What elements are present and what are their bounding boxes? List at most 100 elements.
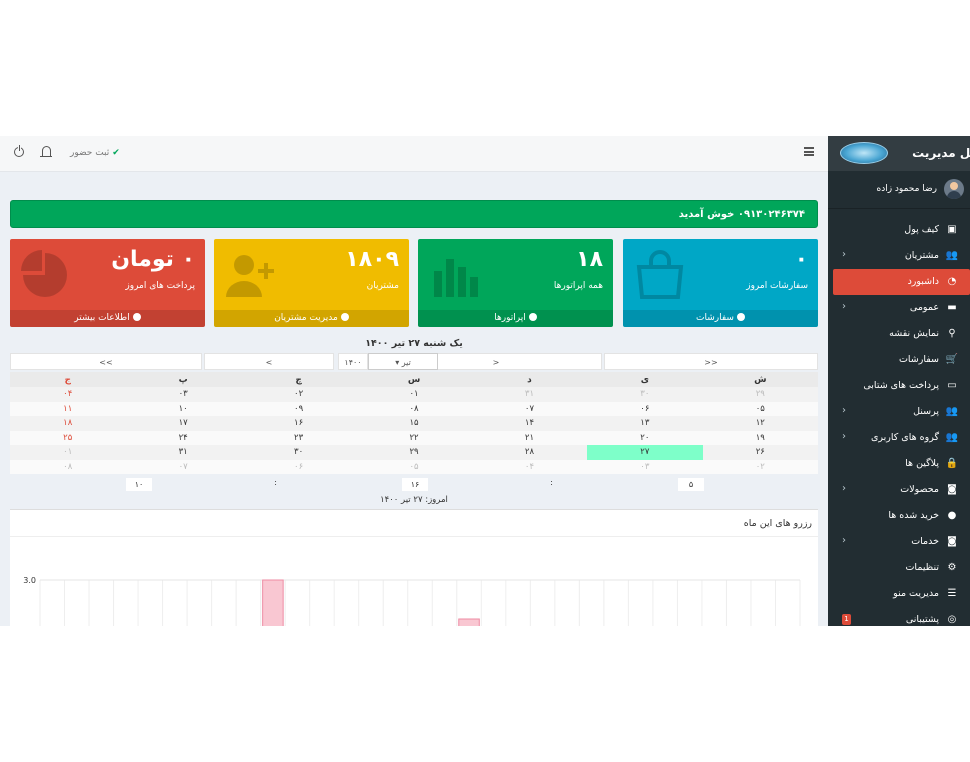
box-caption: همه اپراتورها xyxy=(553,281,603,291)
calendar-day[interactable]: ۰۳ xyxy=(587,459,703,474)
support-icon: ◎ xyxy=(947,614,957,625)
minute-input[interactable]: ۱۶ xyxy=(402,478,428,491)
calendar-day[interactable]: ۱۸ xyxy=(10,416,126,431)
bell-icon[interactable] xyxy=(40,146,52,157)
calendar-day[interactable]: ۱۱ xyxy=(10,401,126,416)
calendar-day[interactable]: ۰۱ xyxy=(356,387,472,402)
today-button[interactable]: امروز: ۲۷ تیر ۱۴۰۰ xyxy=(380,495,448,505)
calendar-day[interactable]: ۱۵ xyxy=(356,416,472,431)
calendar-day[interactable]: ۲۷ xyxy=(587,445,703,460)
chevron-left-icon: ‹ xyxy=(842,483,846,494)
orders-footer-link[interactable]: سفارشات xyxy=(623,310,818,327)
calendar-day[interactable]: ۱۹ xyxy=(702,430,818,445)
sidebar-item[interactable]: ◙ خدمات ‹ xyxy=(828,529,970,555)
sidebar-item[interactable]: ▭ پرداخت های شتابی xyxy=(828,373,970,399)
calendar-day[interactable]: ۰۸ xyxy=(10,459,126,474)
reservations-chart: 3.0 xyxy=(23,576,801,626)
calendar-day[interactable]: ۲۰ xyxy=(587,430,703,445)
calendar-day[interactable]: ۰۱ xyxy=(10,445,126,460)
calendar-day[interactable]: ۰۶ xyxy=(240,459,357,474)
calendar-day[interactable]: ۰۲ xyxy=(702,459,818,474)
calendar-day[interactable]: ۰۵ xyxy=(702,401,818,416)
sidebar-item[interactable]: ▬ عمومی ‹ xyxy=(828,295,970,321)
calendar-day[interactable]: ۰۷ xyxy=(471,401,588,416)
sidebar-item[interactable]: 👥 مشتریان ‹ xyxy=(828,243,970,269)
calendar-week-row: ۰۵ ۰۶ ۰۷ ۰۸ ۰۹ ۱۰ ۱۱ xyxy=(10,401,818,416)
chevron-left-icon: ‹ xyxy=(842,249,846,260)
more-info-link[interactable]: اطلاعات بیشتر xyxy=(10,310,205,327)
calendar-day[interactable]: ۲۹ xyxy=(356,445,472,460)
calendar-day[interactable]: ۲۲ xyxy=(356,430,472,445)
sidebar-item[interactable]: ⚲ نمایش نقشه xyxy=(828,321,970,347)
calendar-day[interactable]: ۰۴ xyxy=(471,459,588,474)
calendar-day[interactable]: ۰۶ xyxy=(587,401,703,416)
time-picker: ۵ : ۱۶ : ۱۰ xyxy=(10,476,818,494)
calendar-day[interactable]: ۱۴ xyxy=(471,416,588,431)
calendar-day[interactable]: ۲۵ xyxy=(10,430,126,445)
calendar-day[interactable]: ۱۲ xyxy=(702,416,818,431)
operators-footer-link[interactable]: اپراتورها xyxy=(418,310,613,327)
next-year-button[interactable]: >> xyxy=(10,353,202,370)
next-month-button[interactable]: > xyxy=(204,353,334,370)
calendar-day[interactable]: ۰۵ xyxy=(356,459,472,474)
lock-icon: 🔒 xyxy=(945,458,958,469)
calendar-day[interactable]: ۲۶ xyxy=(702,445,818,460)
sidebar-item[interactable]: 👥 پرسنل ‹ xyxy=(828,399,970,425)
sidebar-item[interactable]: ▣ کیف پول xyxy=(828,217,970,243)
sidebar-item[interactable]: ◙ محصولات ‹ xyxy=(828,477,970,503)
calendar-day[interactable]: ۲۱ xyxy=(471,430,588,445)
sidebar-item-label: داشبورد xyxy=(907,276,939,287)
customers-footer-link[interactable]: مدیریت مشتریان xyxy=(214,310,409,327)
calendar-day[interactable]: ۰۸ xyxy=(356,401,472,416)
calendar-day[interactable]: ۲۸ xyxy=(471,445,588,460)
calendar-day[interactable]: ۰۳ xyxy=(125,387,241,402)
sidebar-item[interactable]: 👥 گروه های کاربری ‹ xyxy=(828,425,970,451)
calendar-day[interactable]: ۰۴ xyxy=(10,387,126,402)
sidebar-item[interactable]: ● خرید شده ها xyxy=(828,503,970,529)
sidebar-item[interactable]: ☰ مدیریت منو xyxy=(828,581,970,607)
month-select[interactable]: تیر ▾ xyxy=(368,353,438,370)
chevron-left-icon: ‹ xyxy=(842,535,846,546)
calendar-day[interactable]: ۰۷ xyxy=(125,459,241,474)
calendar-day[interactable]: ۱۳ xyxy=(587,416,703,431)
cart-icon: 🛒 xyxy=(945,354,958,365)
calendar-day[interactable]: ۳۰ xyxy=(587,387,703,402)
sidebar-item-label: عمومی xyxy=(909,302,939,313)
welcome-alert: ۰۹۱۳۰۲۴۶۳۷۴ خوش آمدید xyxy=(10,200,818,228)
box-footer-label: مدیریت مشتریان xyxy=(274,313,338,323)
calendar-day[interactable]: ۱۷ xyxy=(125,416,241,431)
pie-chart-icon xyxy=(21,250,67,297)
calendar-day[interactable]: ۰۲ xyxy=(240,387,357,402)
sidebar-item[interactable]: ◎ پشتیبانی 1 xyxy=(828,607,970,626)
calendar-day[interactable]: ۱۰ xyxy=(125,401,241,416)
calendar-day[interactable]: ۲۳ xyxy=(240,430,357,445)
power-icon[interactable] xyxy=(14,145,24,157)
sidebar-item[interactable]: ◔ داشبورد xyxy=(833,269,970,295)
arrow-circle-icon xyxy=(528,313,537,321)
user-add-icon xyxy=(226,255,274,297)
calendar-day[interactable]: ۲۹ xyxy=(702,387,818,402)
weekday-header: ج xyxy=(10,372,126,387)
calendar-day[interactable]: ۰۹ xyxy=(240,401,357,416)
second-input[interactable]: ۱۰ xyxy=(126,478,152,491)
menu-toggle-icon[interactable] xyxy=(804,147,814,156)
calendar-day[interactable]: ۲۴ xyxy=(125,430,241,445)
year-select[interactable]: ۱۴۰۰ xyxy=(338,353,368,370)
circle-icon: ● xyxy=(947,510,957,521)
prev-year-button[interactable]: << xyxy=(604,353,818,370)
calendar-day[interactable]: ۳۰ xyxy=(240,445,357,460)
arrow-circle-icon xyxy=(132,313,141,321)
chart-bar xyxy=(458,618,480,626)
gears-icon: ⚙ xyxy=(947,562,957,573)
welcome-text: ۰۹۱۳۰۲۴۶۳۷۴ خوش آمدید xyxy=(678,209,805,220)
calendar-day[interactable]: ۱۶ xyxy=(240,416,357,431)
calendar-day[interactable]: ۳۱ xyxy=(471,387,588,402)
calendar-day[interactable]: ۳۱ xyxy=(125,445,241,460)
sidebar-item[interactable]: 🛒 سفارشات xyxy=(828,347,970,373)
checkin-link[interactable]: ✔ثبت حضور xyxy=(70,148,120,158)
sidebar-item[interactable]: ⚙ تنظیمات xyxy=(828,555,970,581)
hour-input[interactable]: ۵ xyxy=(678,478,704,491)
sidebar-item[interactable]: 🔒 پلاگین ها xyxy=(828,451,970,477)
